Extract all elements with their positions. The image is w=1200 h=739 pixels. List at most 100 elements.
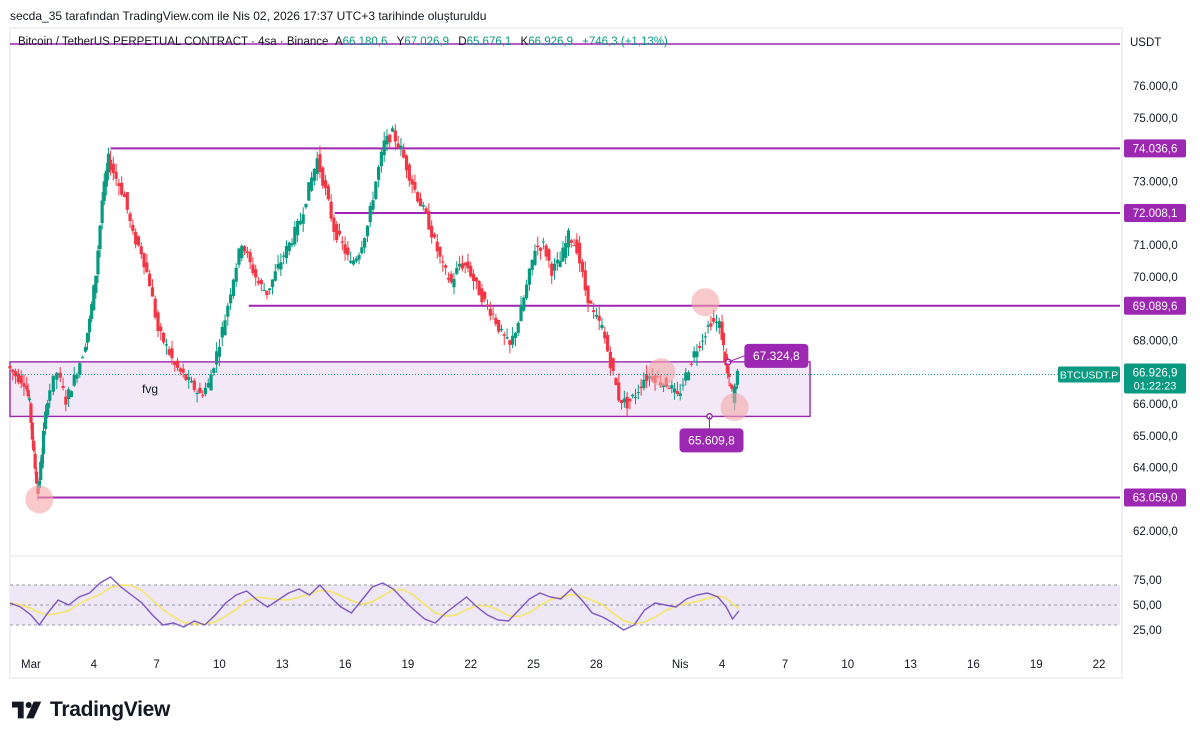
candle-body [22, 383, 26, 387]
candle-body [276, 263, 280, 269]
candle-body [39, 461, 43, 480]
candle-body [432, 234, 437, 238]
candle-body [307, 182, 311, 201]
candle-body [83, 347, 87, 352]
candle-body [27, 398, 32, 401]
candle-body [410, 179, 414, 185]
candle-body [625, 396, 629, 409]
candle-body [120, 182, 124, 195]
symbol-name[interactable]: Bitcoin / TetherUS PERPETUAL CONTRACT · … [18, 36, 329, 48]
candle-body [617, 382, 621, 401]
candle-body [100, 200, 104, 224]
candle-body [11, 369, 15, 373]
time-tick-label: 10 [841, 659, 854, 671]
candle-body [452, 279, 456, 288]
candle-body [150, 287, 155, 297]
candle-body [248, 252, 252, 263]
candle-body [441, 261, 445, 263]
candle-body [527, 268, 531, 285]
candle-body [502, 334, 506, 336]
candle-body [312, 168, 316, 181]
price-level-label: 72.008,1 [1133, 208, 1178, 220]
candle-body [474, 277, 478, 282]
candle-body [229, 294, 233, 304]
candle-body [670, 385, 674, 389]
candle-body [469, 265, 473, 277]
candle-body [633, 397, 638, 399]
candle-body [712, 317, 716, 322]
candle-body [40, 454, 44, 469]
currency-label[interactable]: USDT [1130, 37, 1162, 49]
callout-box [744, 343, 809, 368]
candle-body [555, 259, 559, 264]
candle-body [114, 171, 118, 179]
candle-body [388, 134, 392, 143]
candle-body [455, 267, 459, 274]
candle-body [254, 269, 258, 278]
callout-leader [728, 355, 745, 363]
time-tick-label: 10 [213, 659, 226, 671]
candle-body [106, 153, 111, 173]
candle-body [259, 280, 263, 285]
candle-body [721, 332, 726, 346]
candle-body [226, 305, 230, 317]
candle-body [203, 387, 208, 395]
price-tick-label: 65.000,0 [1133, 431, 1178, 443]
high-label: Y [396, 36, 405, 48]
candle-body [245, 251, 249, 254]
candle-body [513, 332, 518, 339]
candle-body [597, 315, 601, 321]
candle-body [201, 394, 205, 396]
time-tick-label: 25 [527, 659, 540, 671]
callout-box [679, 428, 744, 453]
candle-body [187, 377, 191, 380]
candle-body [717, 321, 721, 329]
candle-body [251, 264, 255, 274]
candle-body [382, 140, 386, 156]
candle-body [404, 155, 409, 171]
candle-body [33, 453, 37, 469]
candle-body [332, 217, 336, 232]
time-tick-label: 16 [339, 659, 352, 671]
open-label: A [334, 36, 343, 48]
candle-body [13, 371, 18, 377]
candle-body [508, 340, 512, 345]
time-tick-label: 28 [590, 659, 603, 671]
candle-body [566, 230, 571, 248]
candle-body [122, 194, 127, 197]
candle-body [85, 332, 90, 343]
price-tick-label: 71.000,0 [1133, 240, 1178, 252]
candle-body [698, 345, 702, 349]
candle-body [34, 471, 39, 484]
candle-body [284, 245, 289, 259]
fvg-label: fvg [142, 382, 158, 396]
candle-body [390, 128, 395, 132]
candle-body [340, 241, 344, 243]
open-value: 66.180,6 [342, 36, 388, 48]
candle-body [44, 411, 48, 429]
candle-body [41, 430, 46, 455]
candle-body [639, 386, 643, 389]
candle-body [730, 384, 734, 389]
time-tick-label: 13 [904, 659, 917, 671]
candle-body [75, 375, 79, 379]
candle-body [217, 346, 222, 357]
plot-frame [9, 27, 1123, 679]
time-tick-label: 4 [719, 659, 726, 671]
candle-body [298, 220, 303, 225]
candle-body [69, 391, 74, 398]
time-tick-label: Nis [672, 659, 689, 671]
candle-body [242, 246, 247, 252]
candle-body [321, 167, 325, 186]
tradingview-brand[interactable]: TradingView [12, 698, 170, 722]
candle-body [128, 213, 132, 221]
candle-body [363, 238, 367, 248]
candle-body [111, 163, 115, 174]
candle-body [282, 255, 286, 257]
candle-body [497, 319, 501, 332]
time-tick-label: 22 [1093, 659, 1106, 671]
candle-body [153, 298, 157, 318]
candle-body [108, 159, 113, 171]
candle-body [457, 264, 462, 267]
